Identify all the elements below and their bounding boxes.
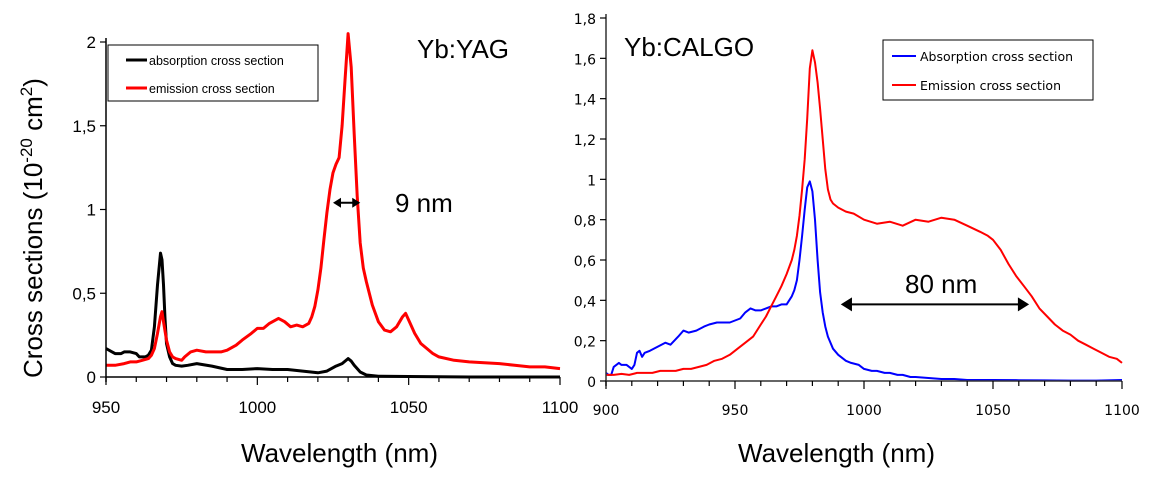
yag-y-title-sup2: 2 xyxy=(17,87,36,96)
yag-x-tick-label: 1000 xyxy=(238,398,276,417)
calgo-y-tick-label: 1,2 xyxy=(574,133,596,149)
calgo-y-tick-label: 1,6 xyxy=(574,52,596,68)
yag-arrowhead-right xyxy=(352,197,361,208)
calgo-y-tick-label: 1,4 xyxy=(574,93,596,109)
calgo-y-tick-label: 1,8 xyxy=(574,12,596,28)
yag-y-title-sup1: -20 xyxy=(17,138,36,163)
calgo-x-tick-label: 1050 xyxy=(975,403,1011,419)
yag-x-tick-label: 1050 xyxy=(390,398,428,417)
calgo-y-tick-label: 0,4 xyxy=(574,294,596,310)
yag-y-axis-title: Cross sections (10-20 cm2) xyxy=(17,78,48,378)
calgo-x-tick-label: 900 xyxy=(593,403,620,419)
calgo-arrowhead-right xyxy=(1017,297,1030,312)
yag-width-label: 9 nm xyxy=(395,188,453,218)
calgo-x-tick-label: 1000 xyxy=(846,403,882,419)
calgo-annotation: 80 nm xyxy=(840,269,1030,312)
calgo-series-emission-cross-section xyxy=(606,49,1123,376)
yag-y-title-main: Cross sections (10 xyxy=(18,163,48,378)
yag-x-tick-label: 1100 xyxy=(542,398,579,417)
yag-series-absorption-cross-section xyxy=(105,251,560,379)
yag-legend-label-emission: emission cross section xyxy=(149,82,275,96)
calgo-legend-box xyxy=(882,39,1094,101)
calgo-y-tick-label: 0 xyxy=(587,375,596,391)
calgo-y-tick-label: 0,2 xyxy=(574,335,596,351)
calgo-axes: 900 950 1000 1050 1100 0 0,2 0,4 0,6 0,8 1 1,2 1,4 1,… xyxy=(574,12,1140,419)
yag-y-title-end: ) xyxy=(18,78,48,87)
calgo-y-tick-label: 0,8 xyxy=(574,214,596,230)
yag-legend-label-absorption: absorption cross section xyxy=(149,54,284,68)
yag-legend: absorption cross section emission cross … xyxy=(107,44,319,102)
calgo-legend-label-absorption: Absorption cross section xyxy=(920,49,1073,64)
calgo-legend-label-emission: Emission cross section xyxy=(920,78,1061,93)
yag-x-tick-label: 950 xyxy=(92,398,120,417)
calgo-width-label: 80 nm xyxy=(905,269,977,299)
calgo-chart: 900 950 1000 1050 1100 0 0,2 0,4 0,6 0,8 1 1,2 1,4 1,… xyxy=(574,12,1140,468)
yag-y-tick-label: 0,5 xyxy=(72,284,96,303)
yag-y-tick-label: 0 xyxy=(87,368,96,387)
calgo-x-axis-title: Wavelength (nm) xyxy=(738,438,935,468)
yag-series-emission-cross-section xyxy=(106,32,561,371)
yag-title: Yb:YAG xyxy=(417,34,509,64)
yag-y-tick-label: 2 xyxy=(87,33,96,52)
yag-y-title-mid: cm xyxy=(18,96,48,138)
calgo-arrowhead-left xyxy=(840,297,852,312)
calgo-legend: Absorption cross section Emission cross … xyxy=(882,39,1094,101)
calgo-x-tick-label: 1100 xyxy=(1104,403,1140,419)
yag-x-axis-title: Wavelength (nm) xyxy=(241,438,438,468)
yag-y-tick-label: 1 xyxy=(87,201,96,220)
yag-legend-box xyxy=(107,44,319,102)
calgo-y-tick-label: 1 xyxy=(587,173,596,189)
calgo-series-group xyxy=(605,49,1123,382)
calgo-y-tick-label: 0,6 xyxy=(574,254,596,270)
yag-axes: 950 1000 1050 1100 0 0,5 1 1,5 2 xyxy=(72,33,578,417)
yag-arrowhead-left xyxy=(333,197,341,208)
yag-annotation: 9 nm xyxy=(333,188,453,218)
yag-chart: 950 1000 1050 1100 0 0,5 1 1,5 2 Yb:YAG absorpti… xyxy=(17,32,578,468)
yag-series-group xyxy=(105,32,561,379)
yag-y-tick-label: 1,5 xyxy=(72,117,96,136)
calgo-series-absorption-cross-section xyxy=(605,180,1123,382)
calgo-x-tick-label: 950 xyxy=(722,403,749,419)
calgo-title: Yb:CALGO xyxy=(624,32,754,62)
